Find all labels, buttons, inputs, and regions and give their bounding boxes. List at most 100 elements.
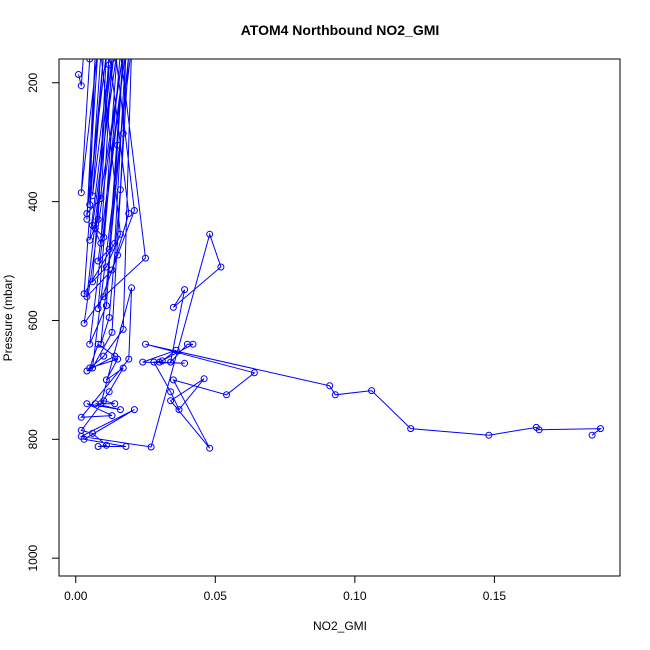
data-point bbox=[77, 413, 85, 421]
chart-title: ATOM4 Northbound NO2_GMI bbox=[241, 22, 440, 38]
data-point bbox=[126, 50, 132, 56]
data-point bbox=[86, 364, 94, 372]
data-point bbox=[169, 303, 177, 311]
data-point bbox=[94, 215, 102, 223]
data-point bbox=[95, 44, 101, 50]
data-point bbox=[80, 319, 88, 327]
data-point bbox=[122, 443, 130, 450]
data-point bbox=[86, 201, 94, 209]
data-point bbox=[150, 358, 158, 366]
data-point bbox=[89, 429, 96, 437]
data-point bbox=[119, 364, 127, 372]
data-point bbox=[167, 397, 175, 405]
data-point bbox=[89, 364, 96, 372]
data-point bbox=[200, 375, 208, 383]
data-point bbox=[206, 444, 214, 452]
data-point bbox=[77, 82, 85, 90]
data-point bbox=[111, 400, 119, 408]
data-point bbox=[169, 376, 177, 384]
data-point bbox=[83, 210, 91, 217]
data-point bbox=[100, 397, 108, 405]
y-tick-label: 800 bbox=[26, 429, 40, 449]
data-point bbox=[91, 400, 99, 408]
y-tick-label: 600 bbox=[26, 310, 40, 330]
data-point bbox=[123, 44, 129, 50]
data-point bbox=[108, 266, 116, 274]
data-point bbox=[175, 406, 183, 414]
data-point bbox=[119, 129, 127, 137]
data-point bbox=[94, 340, 102, 348]
data-point bbox=[81, 44, 87, 50]
data-point bbox=[101, 50, 107, 56]
data-point bbox=[117, 50, 123, 56]
data-point bbox=[116, 230, 124, 238]
data-point bbox=[94, 443, 102, 450]
data-point bbox=[407, 425, 415, 433]
data-point bbox=[116, 406, 124, 414]
x-axis-label: NO2_GMI bbox=[313, 619, 367, 633]
data-point bbox=[92, 50, 98, 56]
y-axis-label: Pressure (mbar) bbox=[1, 275, 15, 362]
data-point bbox=[86, 59, 94, 63]
data-point bbox=[535, 426, 543, 434]
data-point bbox=[108, 59, 116, 63]
x-tick-label: 0.15 bbox=[483, 589, 507, 603]
data-point bbox=[181, 286, 189, 294]
data-point bbox=[103, 50, 109, 56]
data-point bbox=[172, 346, 180, 354]
y-axis: 200 400 600 800 1000 bbox=[26, 72, 60, 572]
data-point bbox=[588, 431, 596, 439]
data-point bbox=[89, 192, 96, 200]
data-point bbox=[108, 328, 116, 336]
x-axis: 0.00 0.05 0.10 0.15 bbox=[64, 575, 507, 603]
data-point bbox=[105, 388, 113, 396]
data-point bbox=[114, 141, 122, 149]
data-point bbox=[77, 432, 85, 440]
data-point bbox=[368, 387, 376, 395]
data-point bbox=[105, 314, 113, 321]
data-point bbox=[84, 44, 90, 50]
x-tick-label: 0.00 bbox=[64, 589, 88, 603]
data-point bbox=[597, 425, 604, 433]
data-point bbox=[98, 50, 104, 56]
y-tick-label: 400 bbox=[26, 191, 40, 211]
data-point bbox=[108, 412, 116, 420]
data-point bbox=[83, 400, 91, 408]
data-point bbox=[94, 305, 102, 313]
data-point bbox=[120, 50, 126, 56]
data-point bbox=[181, 359, 189, 367]
data-point bbox=[105, 245, 113, 253]
data-point bbox=[75, 71, 82, 78]
data-point bbox=[100, 293, 108, 301]
data-point bbox=[223, 391, 230, 399]
data-point bbox=[86, 236, 94, 244]
data-point bbox=[114, 355, 122, 363]
series-layer bbox=[75, 44, 604, 452]
data-point bbox=[102, 376, 110, 384]
data-point bbox=[326, 382, 334, 390]
data-point bbox=[114, 251, 122, 259]
data-point bbox=[125, 210, 133, 217]
data-point bbox=[102, 302, 110, 310]
data-point bbox=[206, 230, 214, 238]
x-tick-label: 0.10 bbox=[343, 589, 367, 603]
data-point bbox=[130, 207, 138, 214]
data-point bbox=[102, 441, 110, 449]
data-point bbox=[142, 340, 149, 348]
data-point bbox=[91, 224, 99, 232]
data-point bbox=[100, 233, 108, 241]
data-point bbox=[83, 293, 91, 301]
data-point bbox=[158, 357, 166, 365]
data-point bbox=[130, 406, 138, 414]
data-point bbox=[112, 44, 118, 50]
data-point bbox=[189, 340, 197, 348]
data-point bbox=[94, 257, 102, 265]
data-point bbox=[125, 355, 133, 363]
data-point bbox=[102, 263, 110, 271]
data-point bbox=[97, 340, 105, 348]
data-point bbox=[217, 263, 225, 271]
data-point bbox=[89, 278, 96, 286]
data-point bbox=[97, 239, 105, 247]
data-point bbox=[139, 358, 147, 366]
